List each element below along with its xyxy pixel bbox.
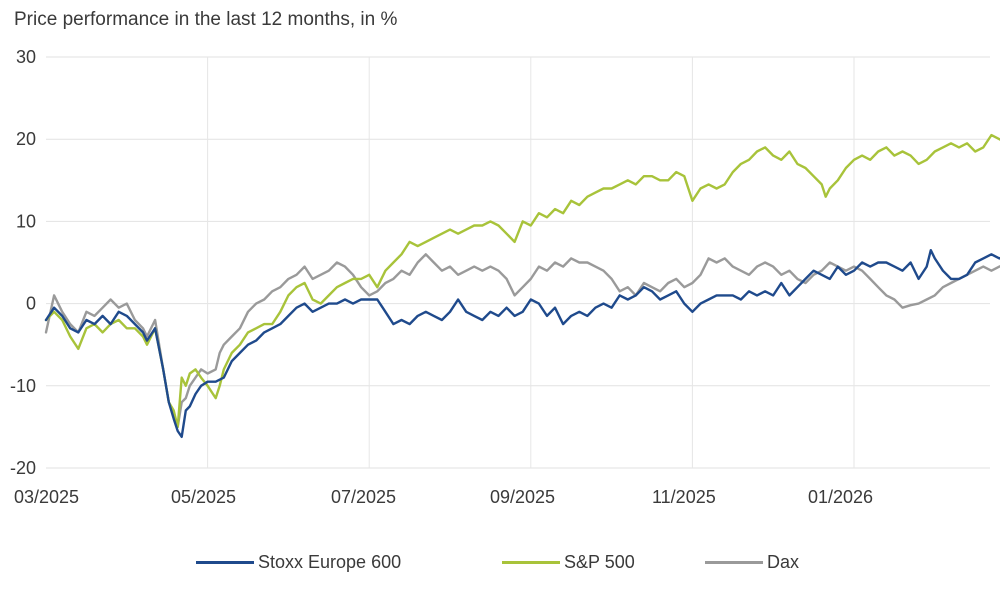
legend-label-dax: Dax <box>767 551 800 572</box>
x-tick-label-07-2025: 07/2025 <box>331 487 396 507</box>
legend-item-dax: Dax <box>705 550 799 574</box>
legend-swatch-stoxx-europe-600 <box>196 560 254 564</box>
y-tick-label-minus10: -10 <box>10 376 36 396</box>
legend-label-sp-500: S&P 500 <box>564 551 635 572</box>
legend-item-stoxx-europe-600: Stoxx Europe 600 <box>196 550 401 574</box>
chart-legend: Stoxx Europe 600 S&P 500 Dax <box>0 550 1000 574</box>
legend-item-sp-500: S&P 500 <box>502 550 635 574</box>
legend-swatch-dax <box>705 560 763 564</box>
y-tick-label-minus20: -20 <box>10 458 36 478</box>
x-tick-label-03-2025: 03/2025 <box>14 487 79 507</box>
x-tick-label-05-2025: 05/2025 <box>171 487 236 507</box>
chart-title: Price performance in the last 12 months,… <box>14 9 398 30</box>
series-line-dax <box>44 253 1000 429</box>
legend-label-stoxx-europe-600: Stoxx Europe 600 <box>258 551 402 572</box>
y-tick-label-30: 30 <box>16 47 36 67</box>
x-tick-label-01-2026: 01/2026 <box>808 487 873 507</box>
series-line-stoxx-europe-600 <box>44 249 1000 438</box>
y-tick-label-0: 0 <box>26 294 36 314</box>
legend-swatch-sp-500 <box>502 560 560 564</box>
x-tick-label-09-2025: 09/2025 <box>490 487 555 507</box>
y-tick-label-10: 10 <box>16 211 36 231</box>
y-tick-label-20: 20 <box>16 129 36 149</box>
x-tick-label-11-2025: 11/2025 <box>652 487 716 507</box>
line-chart: 30 20 10 0 -10 -20 03/2025 05/2025 07/2025 09/202… <box>10 47 1000 507</box>
series-line-s-p-500 <box>44 133 1000 429</box>
